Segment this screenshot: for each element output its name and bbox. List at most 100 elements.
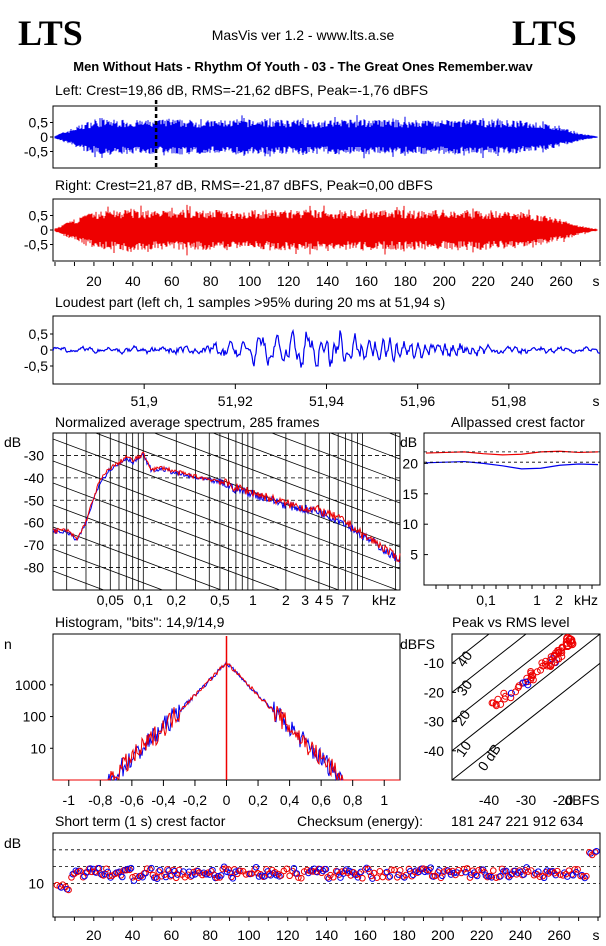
freq-tick-label: 7 <box>342 592 350 608</box>
pvr-diagonal <box>452 634 600 752</box>
st-point <box>460 865 468 873</box>
st-point <box>530 871 538 879</box>
time-tick-label: 80 <box>202 927 218 943</box>
st-point <box>593 847 600 855</box>
st-point <box>229 875 237 882</box>
pvr-tick-label: -20 <box>553 792 573 808</box>
st-point <box>103 865 110 873</box>
st-point <box>581 874 589 882</box>
st-point <box>188 872 196 879</box>
time-tick-label: 120 <box>276 927 300 943</box>
st-point <box>116 868 123 876</box>
st-point <box>574 866 581 873</box>
y-tick-label: -10 <box>424 655 444 671</box>
time-tick-label: 200 <box>433 273 457 289</box>
y-tick-label: -0,5 <box>24 144 48 160</box>
st-point <box>382 869 389 877</box>
pvr-point <box>528 671 536 679</box>
st-point <box>162 873 170 881</box>
time-tick-label: 60 <box>164 927 180 943</box>
histogram-title: Histogram, "bits": 14,9/14,9 <box>55 614 225 630</box>
y-tick-label: -50 <box>24 492 44 508</box>
crest-ylabel: dB <box>400 434 417 450</box>
freq-tick-label: 0,05 <box>97 592 124 608</box>
st-point <box>172 874 180 882</box>
st-point <box>436 867 443 874</box>
st-point <box>72 867 80 875</box>
time-tick-label: 140 <box>316 273 340 289</box>
crest-left-trace <box>425 460 599 470</box>
plot-frame <box>451 633 601 781</box>
time-tick-label: 220 <box>470 927 494 943</box>
st-point <box>148 864 155 872</box>
y-tick-label: -0,5 <box>24 358 48 374</box>
freq-tick-label: 5 <box>326 592 334 608</box>
pvr-point <box>533 668 541 676</box>
left-waveform-panel: 0,50-0,5 <box>24 100 601 170</box>
y-tick-label: 0,5 <box>29 326 49 342</box>
st-point <box>106 872 113 880</box>
time-tick-label: 51,96 <box>400 393 435 409</box>
y-tick-label: 10 <box>30 740 46 756</box>
st-point <box>591 848 599 856</box>
time-tick-label: 160 <box>355 273 379 289</box>
diagonal-line <box>53 548 164 590</box>
st-point <box>76 867 84 875</box>
pvr-diagonal <box>452 634 564 723</box>
diagonal-line <box>53 482 340 590</box>
y-tick-label: 1000 <box>15 677 46 693</box>
st-point <box>146 866 154 874</box>
pvr-tick-label: -40 <box>479 792 499 808</box>
pvr-point <box>507 689 515 697</box>
st-point <box>520 871 528 878</box>
allpassed-crest-panel: 20 15 10 5 0,1 1 2 kHz <box>402 432 601 608</box>
y-tick-label: 10 <box>28 875 44 891</box>
hist-tick-label: -0,8 <box>88 792 112 808</box>
time-tick-label: s <box>593 927 600 943</box>
st-point <box>222 865 229 872</box>
hist-tick-label: -0,2 <box>183 792 207 808</box>
logo-left: LTS <box>18 13 83 53</box>
time-tick-label: 140 <box>315 927 339 943</box>
time-tick-label: 200 <box>431 927 455 943</box>
logo-right: LTS <box>512 13 577 53</box>
st-point <box>492 874 500 881</box>
file-title: Men Without Hats - Rhythm Of Youth - 03 … <box>73 59 533 74</box>
loudest-trace <box>52 328 601 368</box>
st-point <box>354 874 362 881</box>
pvr-point <box>497 700 505 708</box>
diagonal-label: 40 <box>453 648 475 670</box>
st-point <box>587 850 594 857</box>
short-term-title: Short term (1 s) crest factor <box>55 813 226 829</box>
hist-tick-label: -1 <box>63 792 76 808</box>
st-point <box>481 869 488 876</box>
st-point <box>366 868 373 876</box>
freq-tick-label: 0,5 <box>210 592 230 608</box>
st-point <box>117 872 125 879</box>
st-point <box>123 866 131 874</box>
pvr-point <box>541 661 549 669</box>
freq-tick-label: 3 <box>301 592 309 608</box>
st-point <box>396 867 404 874</box>
freq-tick-label: 2 <box>282 592 290 608</box>
pvr-point <box>542 657 550 665</box>
short-term-ylabel: dB <box>4 835 21 851</box>
st-point <box>325 875 333 882</box>
st-point <box>217 872 225 879</box>
st-point <box>203 870 210 878</box>
st-point <box>252 863 260 871</box>
y-tick-label: 20 <box>402 455 418 471</box>
y-tick-label: 0 <box>40 129 48 145</box>
st-point <box>81 872 88 880</box>
peak-rms-title: Peak vs RMS level <box>452 614 569 630</box>
app-title: MasVis ver 1.2 - www.lts.a.se <box>212 27 395 43</box>
st-point <box>462 868 469 876</box>
histogram-panel: 1000 100 10 -1 -0,8 -0,6 -0,4 -0,2 0 0,2 0,4 0,6 0,8… <box>15 633 401 808</box>
waveform-trace <box>54 115 598 159</box>
st-point <box>143 865 151 873</box>
y-tick-label: 5 <box>410 547 418 563</box>
st-point <box>86 865 94 872</box>
diagonal-line <box>270 433 400 482</box>
st-point <box>155 868 163 875</box>
hist-tick-label: 0,8 <box>343 792 363 808</box>
